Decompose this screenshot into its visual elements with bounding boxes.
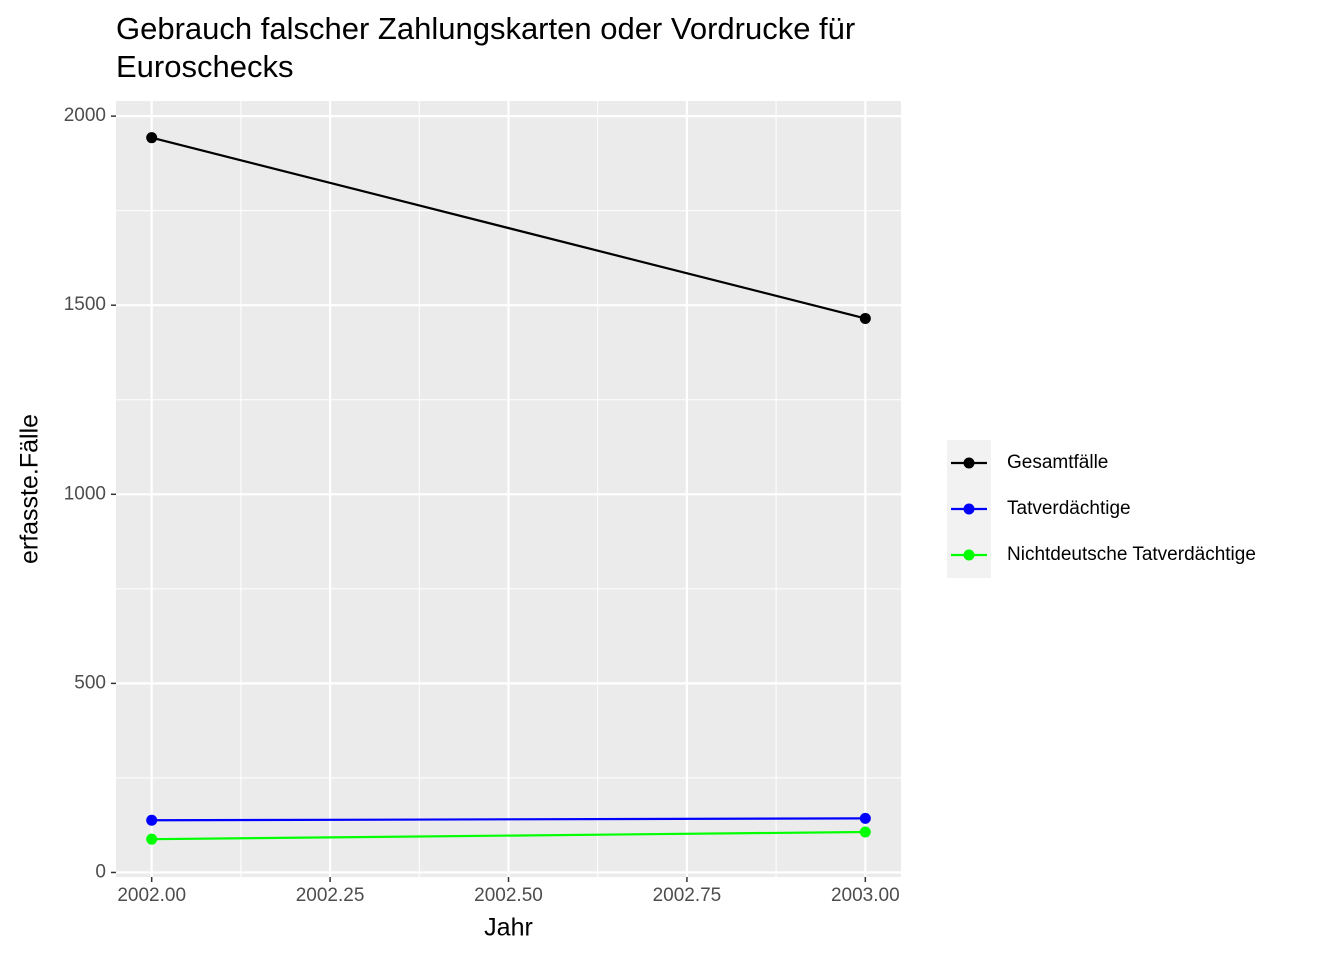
point: [146, 833, 158, 845]
legend-label: Nichtdeutsche Tatverdächtige: [1007, 544, 1256, 565]
series-line: [151, 136, 866, 320]
y-axis-label: erfasste.Fälle: [16, 414, 44, 564]
point: [859, 826, 871, 838]
x-axis-label: Jahr: [484, 914, 533, 942]
y-tick-label: 1500: [64, 294, 106, 315]
x-tick-label: 2002.25: [296, 885, 365, 906]
legend-point: [963, 549, 975, 561]
point: [146, 814, 158, 826]
y-tick-label: 2000: [64, 105, 106, 126]
point: [146, 132, 158, 144]
x-tick-label: 2002.50: [474, 885, 543, 906]
legend-point: [963, 503, 975, 515]
y-tick-label: 500: [74, 672, 106, 693]
x-tick-label: 2003.00: [831, 885, 900, 906]
point: [859, 312, 871, 324]
legend-label: Tatverdächtige: [1007, 498, 1131, 519]
point: [859, 812, 871, 824]
series-line: [151, 817, 866, 822]
chart-title: Gebrauch falscher Zahlungskarten oder Vo…: [116, 11, 856, 84]
y-tick-label: 0: [95, 861, 106, 882]
series-line: [151, 830, 866, 841]
x-tick-label: 2002.00: [117, 885, 186, 906]
legend-point: [963, 457, 975, 469]
x-tick-label: 2002.75: [653, 885, 722, 906]
y-tick-label: 1000: [64, 483, 106, 504]
legend-label: Gesamtfälle: [1007, 452, 1108, 473]
